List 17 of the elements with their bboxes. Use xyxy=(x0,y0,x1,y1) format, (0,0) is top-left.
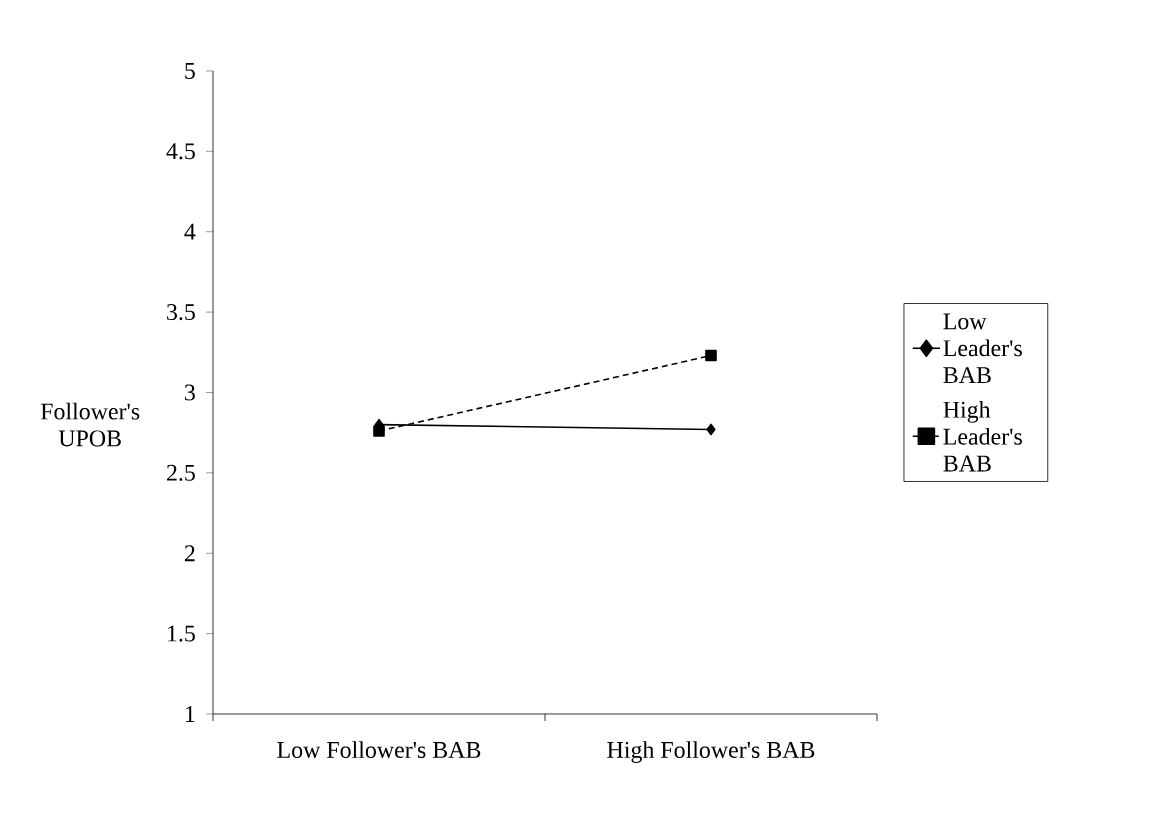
y-tick-label: 4 xyxy=(184,223,196,240)
point xyxy=(373,425,385,437)
y-tick-label: 1 xyxy=(185,706,195,722)
y-tick-label: 3 xyxy=(185,384,195,401)
y-tick-label: 1.5 xyxy=(168,625,195,642)
y-axis-title: Follower's UPOB xyxy=(40,402,140,447)
y-tick-label: 5 xyxy=(185,63,195,79)
y-tick-label: 4.5 xyxy=(166,143,195,160)
point xyxy=(706,423,716,436)
y-tick-label: 2.5 xyxy=(167,464,195,481)
y-tick-label: 3.5 xyxy=(167,304,195,321)
legend-label: High Leader's BAB xyxy=(943,401,1022,472)
point xyxy=(705,349,717,362)
legend-label: Low Leader's BAB xyxy=(943,313,1022,384)
x-tick-label: Low Follower's BAB xyxy=(277,741,481,758)
x-tick-label: High Follower's BAB xyxy=(607,741,815,763)
y-tick-label: 2 xyxy=(184,545,195,562)
